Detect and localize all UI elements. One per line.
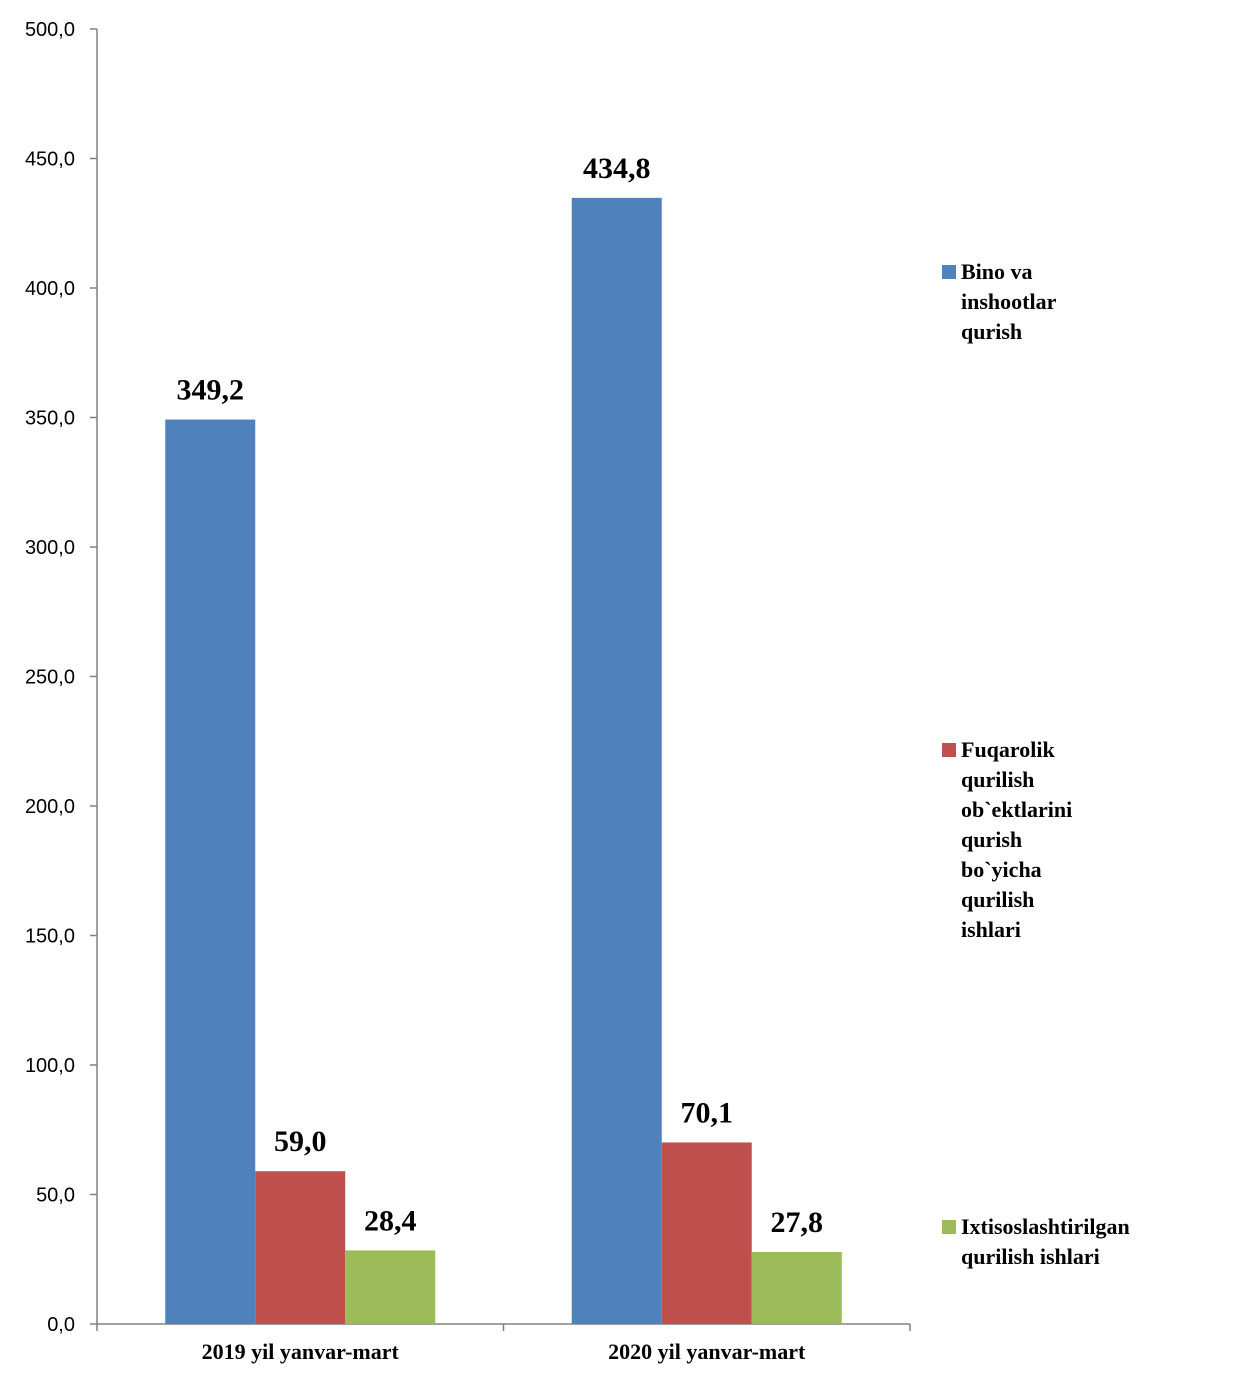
y-tick-label: 100,0 [25, 1055, 75, 1077]
x-category-label: 2020 yil yanvar-mart [608, 1339, 806, 1364]
y-tick-label: 450,0 [25, 149, 75, 171]
y-tick-label: 500,0 [25, 19, 75, 41]
y-tick-label: 250,0 [25, 667, 75, 689]
bar [345, 1250, 436, 1324]
y-tick-label: 0,0 [47, 1314, 75, 1336]
bar-value-label: 27,8 [771, 1206, 824, 1239]
x-category-label: 2019 yil yanvar-mart [202, 1339, 400, 1364]
bar [571, 197, 662, 1324]
legend-item-bino: Bino va inshootlar qurish [942, 257, 1056, 347]
legend-swatch-bino [942, 265, 956, 279]
y-tick-label: 350,0 [25, 408, 75, 430]
bar [165, 419, 256, 1324]
bar-value-label: 434,8 [583, 152, 651, 185]
legend-label-bino: Bino va inshootlar qurish [961, 259, 1056, 344]
bar-value-label: 349,2 [177, 374, 245, 407]
data-labels: 349,2 59,0 28,4 434,8 70,1 27,8 [177, 152, 824, 1239]
bars [165, 197, 842, 1324]
bar-value-label: 28,4 [364, 1204, 417, 1237]
bar-value-label: 70,1 [681, 1096, 734, 1129]
bar [751, 1251, 842, 1324]
y-tick-label: 150,0 [25, 926, 75, 948]
legend-swatch-ixtisoslashtirilgan [942, 1220, 956, 1234]
legend-swatch-fuqarolik [942, 743, 956, 757]
legend-label-ixtisoslashtirilgan: Ixtisoslashtirilgan qurilish ishlari [961, 1214, 1130, 1269]
y-tick-label: 200,0 [25, 796, 75, 818]
y-tick-label: 50,0 [36, 1185, 75, 1207]
legend-label-fuqarolik: Fuqarolik qurilish ob`ektlarini qurish b… [961, 737, 1073, 942]
y-tick-label: 400,0 [25, 278, 75, 300]
bar [255, 1171, 346, 1324]
y-tick-label: 300,0 [25, 537, 75, 559]
legend-item-fuqarolik: Fuqarolik qurilish ob`ektlarini qurish b… [942, 735, 1072, 945]
bar [661, 1142, 752, 1324]
legend-item-ixtisoslashtirilgan: Ixtisoslashtirilgan qurilish ishlari [942, 1212, 1130, 1272]
bar-value-label: 59,0 [274, 1125, 327, 1158]
axes: 0,0 50,0 100,0 150,0 200,0 250,0 300,0 350,0 400… [25, 19, 911, 1364]
